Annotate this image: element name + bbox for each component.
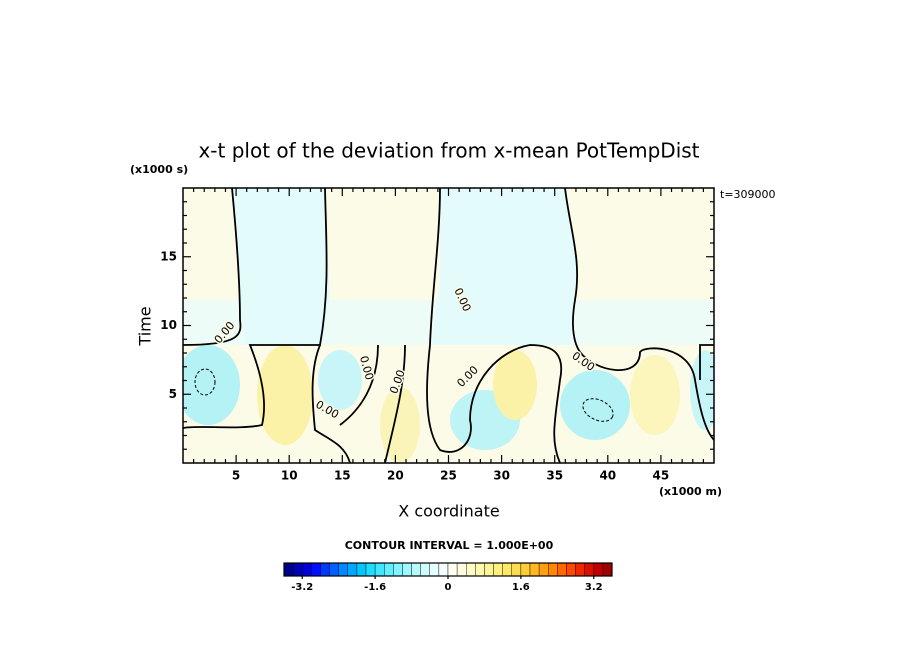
colorbar-cell <box>402 562 412 577</box>
colorbar-cell <box>411 562 421 577</box>
colorbar-cell <box>347 562 358 577</box>
x-tick-label: 5 <box>232 469 240 483</box>
colorbar-tick-label: -3.2 <box>291 582 313 593</box>
colorbar-cell <box>283 562 294 577</box>
contour-line <box>384 344 406 463</box>
contour-line <box>564 188 714 441</box>
field-shade <box>257 345 313 445</box>
colorbar-cell <box>384 562 394 577</box>
x-tick-label: 25 <box>440 469 457 483</box>
colorbar-cell <box>438 562 449 577</box>
colorbar-cell <box>356 562 367 577</box>
x-axis-label: X coordinate <box>398 502 499 521</box>
colorbar-cell <box>320 562 330 577</box>
field-shade <box>690 350 714 430</box>
colorbar-cell <box>475 562 485 577</box>
colorbar-tick-label: 0 <box>445 582 452 593</box>
contour-line <box>183 188 242 346</box>
colorbar-cell <box>466 562 476 577</box>
contour-field <box>183 188 714 463</box>
x-tick-label: 35 <box>546 469 563 483</box>
colorbar-cell <box>557 562 567 577</box>
x-tick-label: 30 <box>493 469 510 483</box>
y-tick-label: 10 <box>160 318 177 332</box>
colorbar-cell <box>548 562 558 577</box>
colorbar-cell <box>292 562 303 577</box>
colorbar-tick-label: -1.6 <box>364 582 386 593</box>
field-shade <box>183 345 240 425</box>
colorbar-cell <box>538 562 549 577</box>
colorbar-cell <box>511 562 522 577</box>
x-tick-label: 15 <box>334 469 351 483</box>
y-tick-label: 15 <box>160 249 177 263</box>
x-tick-label: 45 <box>653 469 670 483</box>
field-shade <box>560 370 630 440</box>
colorbar-cell <box>566 562 576 577</box>
colorbar-tick-label: 3.2 <box>585 582 603 593</box>
contour-line <box>339 344 379 426</box>
field-shade <box>432 188 578 345</box>
y-tick-label: 5 <box>169 387 177 401</box>
colorbar-cell <box>302 562 312 577</box>
colorbar-cell <box>393 562 403 577</box>
x-unit: (x1000 m) <box>659 485 722 498</box>
colorbar-cell <box>502 562 512 577</box>
colorbar-cell <box>365 562 376 577</box>
colorbar-cell <box>456 562 467 577</box>
colorbar-cell <box>329 562 339 577</box>
colorbar-cell <box>338 562 348 577</box>
chart-title: x-t plot of the deviation from x-mean Po… <box>198 139 699 163</box>
contour-line <box>311 344 351 463</box>
colorbar-cell <box>575 562 585 577</box>
y-axis-label: Time <box>136 306 155 346</box>
colorbar-cell <box>447 562 458 577</box>
colorbar-cell <box>529 562 540 577</box>
contour-line <box>183 188 328 429</box>
colorbar-cell <box>584 562 594 577</box>
colorbar-cell <box>374 562 385 577</box>
colorbar-cell <box>520 562 531 577</box>
field-shade <box>232 188 330 345</box>
contour-line <box>699 344 714 380</box>
colorbar-cell <box>593 562 604 577</box>
field-shade <box>630 355 680 435</box>
x-tick-label: 10 <box>281 469 298 483</box>
field-shade <box>318 350 362 410</box>
x-tick-label: 20 <box>387 469 404 483</box>
colorbar-cell <box>493 562 503 577</box>
colorbar-cell <box>420 562 430 577</box>
x-tick-label: 40 <box>599 469 616 483</box>
colorbar-cell <box>602 562 613 577</box>
contour-line <box>426 188 563 463</box>
field-shade <box>493 350 537 420</box>
colorbar-cell <box>484 562 494 577</box>
colorbar-cell <box>311 562 321 577</box>
time-label: t=309000 <box>720 188 776 201</box>
colorbar-cell <box>429 562 440 577</box>
contour-line-negative <box>194 368 216 396</box>
contour-line-negative <box>582 398 614 422</box>
contour-interval: CONTOUR INTERVAL = 1.000E+00 <box>345 539 554 552</box>
colorbar-tick-label: 1.6 <box>512 582 530 593</box>
y-unit: (x1000 s) <box>130 163 188 176</box>
